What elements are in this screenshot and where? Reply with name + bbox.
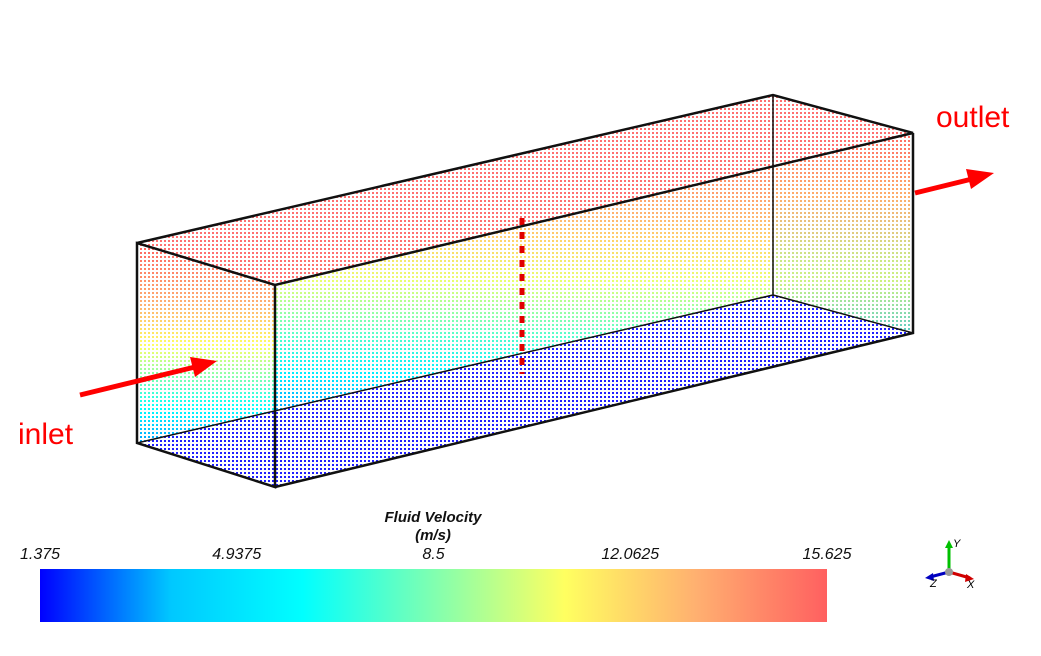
y-axis-label: Y	[953, 538, 961, 550]
colorbar	[40, 569, 827, 622]
colorbar-unit: (m/s)	[415, 527, 451, 544]
colorbar-title: Fluid Velocity (m/s)	[333, 509, 533, 545]
colorbar-tick-label: 4.9375	[212, 546, 262, 563]
colorbar-tick-label: 15.625	[802, 546, 852, 563]
outlet-arrow	[914, 169, 994, 196]
inlet-arrow	[79, 357, 217, 398]
colorbar-tick-label: 8.5	[422, 546, 445, 563]
z-axis-label: Z	[929, 578, 938, 590]
axes-triad: Y X Z	[925, 538, 975, 591]
colorbar-tick-label: 1.375	[19, 546, 61, 563]
x-axis-label: X	[966, 579, 975, 591]
domain-box-outline	[135, 93, 915, 489]
inlet-label: inlet	[18, 418, 74, 451]
colorbar-tick-label: 12.0625	[601, 546, 660, 563]
colorbar-title-text: Fluid Velocity	[384, 509, 482, 526]
outlet-label: outlet	[936, 101, 1010, 134]
velocity-points	[137, 95, 913, 487]
